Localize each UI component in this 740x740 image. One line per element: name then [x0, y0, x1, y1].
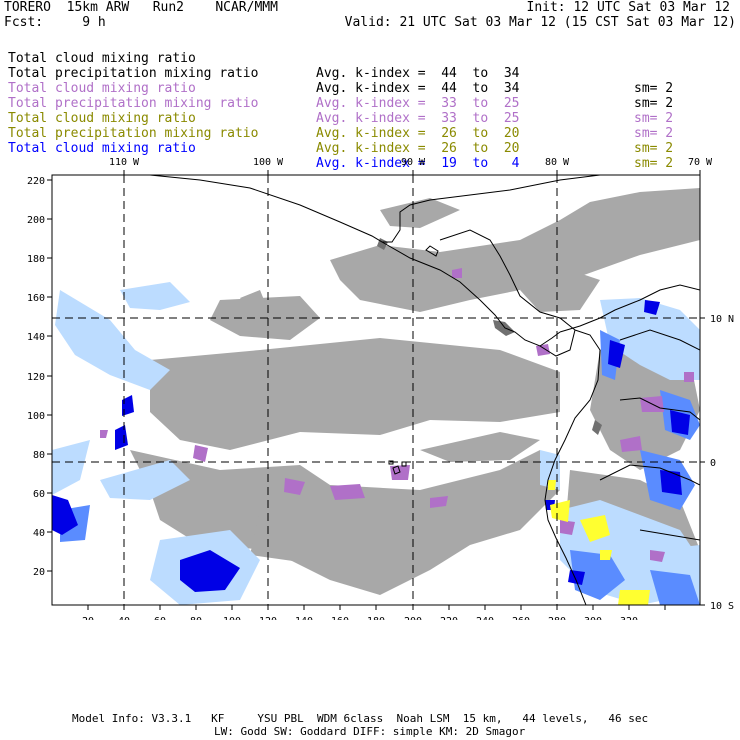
- model-run-title: TORERO 15km ARW Run2 NCAR/MMM: [4, 0, 278, 15]
- legend-smoothing: sm= 2: [634, 126, 674, 141]
- yellow-precip-spots: [548, 480, 650, 605]
- y-tick-label: 180: [27, 254, 45, 265]
- legend-field: Total precipitation mixing ratio: [8, 126, 259, 141]
- lat-label: 10 N: [710, 314, 734, 325]
- lon-label: 110 W: [109, 157, 140, 168]
- x-tick-label: 280: [548, 616, 566, 620]
- x-tick-label: 320: [620, 616, 638, 620]
- x-tick-label: 140: [295, 616, 313, 620]
- legend-row: Total precipitation mixing ratio Avg. k-…: [8, 51, 673, 126]
- legend-k-index: Avg. k-index = 44 to 34: [316, 81, 520, 96]
- legend-smoothing: sm= 2: [634, 81, 674, 96]
- legend-field: Total cloud mixing ratio: [8, 111, 196, 126]
- valid-time: Valid: 21 UTC Sat 03 Mar 12 (15 CST Sat …: [344, 15, 736, 30]
- x-tick-label: 40: [118, 616, 130, 620]
- lon-label: 90 W: [401, 157, 426, 168]
- y-tick-label: 140: [27, 332, 45, 343]
- legend-smoothing: sm= 2: [634, 156, 674, 171]
- legend-row: Total cloud mixing ratio Avg. k-index = …: [8, 36, 673, 111]
- y-tick-label: 80: [33, 450, 45, 461]
- x-tick-label: 120: [259, 616, 277, 620]
- forecast-hour: Fcst: 9 h: [4, 15, 106, 30]
- shaded-fields: [52, 188, 700, 605]
- y-tick-label: 120: [27, 372, 45, 383]
- lat-label: 0: [710, 458, 716, 469]
- legend-k-index: Avg. k-index = 44 to 34: [316, 66, 520, 81]
- legend-k-index: Avg. k-index = 19 to 4: [316, 156, 520, 171]
- model-info-line2: LW: Godd SW: Goddard DIFF: simple KM: 2D…: [214, 725, 526, 738]
- init-time: Init: 12 UTC Sat 03 Mar 12: [526, 0, 731, 15]
- y-tick-label: 100: [27, 411, 45, 422]
- x-tick-label: 60: [154, 616, 166, 620]
- x-tick-label: 200: [404, 616, 422, 620]
- lat-label: 10 S: [710, 601, 734, 612]
- legend-smoothing: sm= 2: [634, 141, 674, 156]
- model-info-line1: Model Info: V3.3.1 KF YSU PBL WDM 6class…: [72, 712, 649, 725]
- x-tick-label: 220: [440, 616, 458, 620]
- x-tick-label: 160: [331, 616, 349, 620]
- legend-row: Total precipitation mixing ratio Avg. k-…: [8, 111, 673, 186]
- legend-field: Total precipitation mixing ratio: [8, 96, 259, 111]
- y-tick-label: 160: [27, 293, 45, 304]
- y-tick-label: 200: [27, 215, 45, 226]
- legend-smoothing: sm= 2: [634, 96, 674, 111]
- x-tick-label: 180: [367, 616, 385, 620]
- purple-cloud-spots: [100, 268, 694, 562]
- x-tick-label: 20: [82, 616, 94, 620]
- y-tick-label: 40: [33, 528, 45, 539]
- y-tick-label: 20: [33, 567, 45, 578]
- cloud-mixing-ratio-map: 110 W 100 W 90 W 80 W 70 W 10 N 0 10 S 2…: [27, 157, 734, 620]
- legend-field: Total cloud mixing ratio: [8, 51, 196, 66]
- x-tick-label: 80: [190, 616, 202, 620]
- legend-k-index: Avg. k-index = 26 to 20: [316, 141, 520, 156]
- lon-label: 70 W: [688, 157, 713, 168]
- x-tick-label: 100: [223, 616, 241, 620]
- legend-row: Total cloud mixing ratio Avg. k-index = …: [8, 126, 520, 201]
- legend-smoothing: sm= 2: [634, 111, 674, 126]
- x-tick-label: 240: [476, 616, 494, 620]
- legend-row: Total cloud mixing ratio Avg. k-index = …: [8, 96, 673, 171]
- legend-row: Total cloud mixing ratio Avg. k-index = …: [8, 66, 673, 141]
- y-tick-label: 220: [27, 176, 45, 187]
- legend-k-index: Avg. k-index = 26 to 20: [316, 126, 520, 141]
- x-tick-label: 300: [584, 616, 602, 620]
- coastlines: [149, 175, 700, 605]
- legend-k-index: Avg. k-index = 33 to 25: [316, 111, 520, 126]
- x-tick-label: 260: [512, 616, 530, 620]
- y-tick-label: 60: [33, 489, 45, 500]
- legend-row: Total precipitation mixing ratio Avg. k-…: [8, 81, 673, 156]
- latitude-labels: 10 N 0 10 S: [710, 314, 734, 612]
- legend-field: Total cloud mixing ratio: [8, 141, 196, 156]
- grid-ticks: [47, 170, 705, 610]
- lat-lon-grid: [52, 175, 700, 605]
- dark-cloud-patches: [377, 238, 602, 435]
- legend-field: Total precipitation mixing ratio: [8, 66, 259, 81]
- lon-label: 100 W: [253, 157, 284, 168]
- y-grid-index-labels: 220 200 180 160 140 120 100 80 60 40 20: [27, 176, 45, 578]
- legend-field: Total cloud mixing ratio: [8, 81, 196, 96]
- legend-k-index: Avg. k-index = 33 to 25: [316, 96, 520, 111]
- longitude-labels: 110 W 100 W 90 W 80 W 70 W: [109, 157, 713, 168]
- x-grid-index-labels: 20 40 60 80 100 120 140 160 180 200 220 …: [82, 616, 638, 620]
- lon-label: 80 W: [545, 157, 570, 168]
